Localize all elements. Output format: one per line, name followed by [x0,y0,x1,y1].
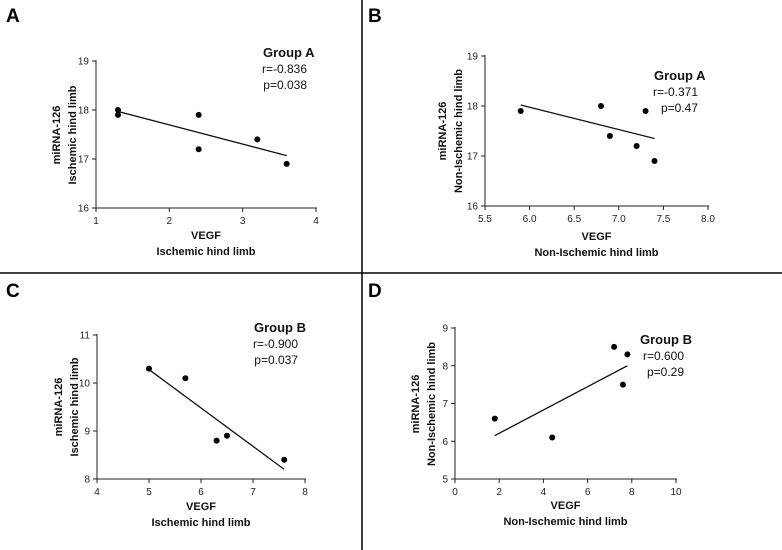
panel-a-x-axis-label: VEGF [191,230,221,242]
panel-c-data-point [281,456,288,463]
panel-d-data-point [624,351,631,358]
panel-a-x-tick-label: 2 [167,216,173,227]
panel-b-x-tick-label: 7.0 [612,214,626,225]
panel-b-y-tick-label: 18 [467,102,479,113]
panel-c-r-value: r=-0.900 [253,337,298,351]
panel-b-y-axis-sublabel: Non-Ischemic hind limb [453,69,465,193]
panel-c-x-axis-sublabel: Ischemic hind limb [151,517,250,529]
panel-d-data-point [611,343,618,350]
panel-b-y-axis-label: miRNA-126 [437,102,449,161]
panel-c-y-axis-sublabel: Ischemic hind limb [69,357,81,456]
panel-c-x-tick-label: 7 [250,487,256,498]
panel-a-p-value: p=0.038 [263,78,307,92]
panel-d-data-point [619,381,626,388]
panel-d-y-axis-label: miRNA-126 [410,375,422,434]
panel-c-data-point [182,375,189,382]
panel-d-x-axis-label: VEGF [551,500,581,512]
panel-b-x-axis-sublabel: Non-Ischemic hind limb [534,247,658,259]
panel-b-y-tick-label: 19 [467,52,479,63]
panel-c-x-tick-label: 8 [302,487,308,498]
panel-c-data-point [213,437,220,444]
panel-d-y-axis-sublabel: Non-Ischemic hind limb [426,342,438,466]
panel-b-regression-line [520,104,655,140]
panel-c-y-axis-label: miRNA-126 [53,378,65,437]
panel-d-x-tick-label: 10 [670,487,682,498]
panel-a-letter: A [6,6,20,27]
panel-a-regression-line [117,110,287,157]
panel-a-data-point [115,107,121,113]
panel-c-y-tick-label: 8 [84,475,90,486]
panel-c-y-tick-label: 11 [80,331,91,342]
panel-b-data-point [651,158,658,164]
panel-c-x-axis-label: VEGF [186,501,216,513]
panel-a-data-point [195,146,202,153]
panel-b-y-tick-label: 16 [467,202,479,213]
panel-d-x-axis-sublabel: Non-Ischemic hind limb [503,516,627,528]
panel-d-data-point [549,434,556,441]
panel-d-y-tick-label: 5 [442,475,448,486]
panel-b-r-value: r=-0.371 [653,85,698,99]
panel-c-regression-line [148,369,285,470]
panel-b-group-label: Group A [654,68,706,83]
panel-d-y-tick-label: 6 [442,437,448,448]
panel-b-data-point [517,108,524,114]
panel-a-data-point [254,136,261,143]
panel-a-y-tick-label: 19 [78,57,90,68]
panel-d-x-tick-label: 6 [585,487,591,498]
panel-d-y-tick-label: 8 [442,361,448,372]
panel-d-group-label: Group B [640,332,692,347]
panel-d-letter: D [368,281,382,302]
panel-d-y-tick-label: 9 [442,324,448,335]
panel-a-x-tick-label: 1 [93,216,99,227]
panel-c-x-tick-label: 6 [198,487,204,498]
panel-c-data-point [146,365,152,372]
panel-c-y-tick-label: 9 [84,427,90,438]
panel-b-x-tick-label: 7.5 [656,214,670,225]
panel-d-r-value: r=0.600 [643,349,684,363]
panel-c-x-tick-label: 5 [146,487,152,498]
panel-a-data-point [115,111,121,118]
panel-d-x-tick-label: 4 [541,487,547,498]
panel-c-p-value: p=0.037 [254,353,298,367]
panel-b-letter: B [368,6,382,27]
panel-d-x-tick-label: 8 [629,487,635,498]
panel-a-group-label: Group A [263,45,315,60]
panel-a-y-axis-label: miRNA-126 [51,106,63,165]
panel-b-x-tick-label: 6.0 [523,214,537,225]
panel-b-x-tick-label: 8.0 [701,214,715,225]
panel-d-y-tick-label: 7 [442,399,448,410]
panel-b-p-value: p=0.47 [661,101,698,115]
panel-d-x-tick-label: 0 [452,487,458,498]
panel-b-x-tick-label: 6.5 [567,214,581,225]
panel-b-y-tick-label: 17 [467,152,479,163]
panel-a-y-tick-label: 16 [78,204,90,215]
panel-d-p-value: p=0.29 [647,365,684,379]
panel-a-data-point [283,160,290,167]
panel-c-y-tick-label: 10 [79,379,91,390]
panel-c-x-tick-label: 4 [94,487,100,498]
panel-b-data-point [597,103,604,109]
panel-a-x-axis-sublabel: Ischemic hind limb [156,246,255,258]
panel-b-x-axis-label: VEGF [582,231,612,243]
panel-d-data-point [491,415,498,422]
panel-b-x-tick-label: 5.5 [478,214,492,225]
panel-c-letter: C [6,281,20,302]
panel-c-data-point [224,432,230,439]
panel-a-y-axis-sublabel: Ischemic hind limb [67,85,79,184]
panel-a-data-point [195,111,202,118]
panel-a-r-value: r=-0.836 [262,62,307,76]
panel-d-x-tick-label: 2 [496,487,502,498]
panel-a-x-tick-label: 4 [313,216,319,227]
panel-b-data-point [633,143,640,149]
panel-d-regression-line [494,365,628,437]
panel-a-y-tick-label: 17 [78,155,90,166]
panel-a-x-tick-label: 3 [240,216,246,227]
panel-b-data-point [606,133,613,139]
panel-a-y-tick-label: 18 [78,106,90,117]
panel-c-group-label: Group B [254,320,306,335]
panel-b-data-point [642,108,649,114]
